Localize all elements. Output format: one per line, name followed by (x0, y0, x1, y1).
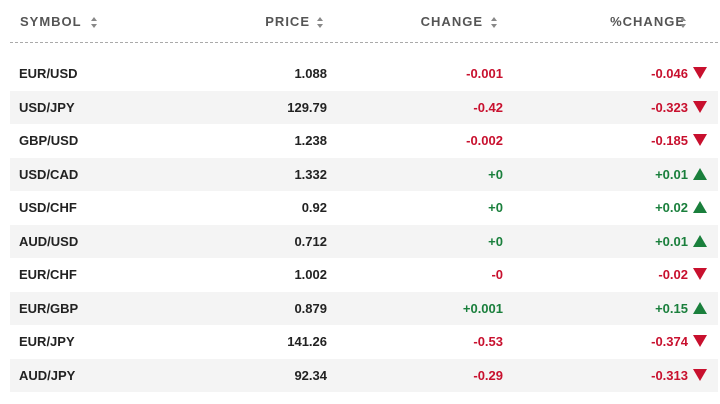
percent-change: -0.046 (651, 66, 688, 81)
row-background[interactable] (10, 358, 718, 392)
change: +0 (488, 200, 503, 215)
row-background[interactable] (10, 124, 718, 157)
symbol: USD/JPY (19, 99, 75, 115)
percent-change: -0.185 (651, 133, 688, 148)
price: 1.002 (294, 267, 327, 282)
row-background[interactable] (10, 57, 718, 90)
price: 1.238 (294, 133, 327, 148)
change: +0.001 (462, 300, 503, 316)
change: +0 (488, 166, 503, 182)
down-arrow (693, 368, 707, 381)
price: 1.332 (294, 166, 327, 182)
row-background[interactable] (10, 191, 718, 224)
percent-change: -0.02 (658, 267, 688, 282)
down-arrow (693, 134, 707, 146)
price: 0.879 (294, 300, 327, 316)
header-divider (10, 42, 718, 43)
symbol: EUR/JPY (19, 334, 75, 349)
change: -0.42 (473, 99, 503, 115)
row-background[interactable] (10, 224, 718, 258)
symbol: EUR/GBP (19, 300, 79, 316)
price: 129.79 (287, 99, 327, 115)
up-arrow (693, 201, 707, 213)
symbol: USD/CHF (19, 200, 77, 215)
symbol: EUR/USD (19, 66, 78, 81)
change: +0 (488, 233, 503, 249)
change: -0 (491, 267, 503, 282)
symbol: AUD/JPY (19, 367, 76, 383)
column-header[interactable]: SYMBOL (20, 14, 82, 29)
change: -0.002 (466, 133, 503, 148)
price: 0.92 (301, 200, 327, 215)
change: -0.29 (473, 367, 503, 383)
symbol: AUD/USD (19, 233, 79, 249)
down-arrow (693, 100, 707, 113)
row-background[interactable] (10, 291, 718, 325)
percent-change: -0.313 (651, 367, 688, 383)
percent-change: +0.15 (655, 300, 688, 316)
sort-icon (491, 17, 497, 28)
percent-change: +0.01 (655, 166, 688, 182)
down-arrow (693, 268, 707, 280)
column-header[interactable]: %CHANGE (610, 14, 685, 29)
up-arrow (693, 167, 707, 180)
symbol: EUR/CHF (19, 267, 77, 282)
price: 0.712 (294, 233, 327, 249)
row-background[interactable] (10, 325, 718, 358)
symbol: GBP/USD (19, 133, 79, 148)
column-header[interactable]: CHANGE (420, 14, 483, 29)
sort-icon (91, 17, 97, 28)
up-arrow (693, 234, 707, 247)
percent-change: -0.374 (651, 334, 688, 349)
percent-change: -0.323 (651, 99, 688, 115)
symbol: USD/CAD (19, 166, 79, 182)
up-arrow (693, 301, 707, 314)
row-background[interactable] (10, 258, 718, 291)
row-background[interactable] (10, 90, 718, 124)
down-arrow (693, 67, 707, 79)
percent-change: +0.01 (655, 233, 688, 249)
column-header[interactable]: PRICE (265, 14, 310, 29)
row-background[interactable] (10, 157, 718, 191)
change: -0.53 (473, 334, 503, 349)
price: 1.088 (294, 66, 327, 81)
price: 92.34 (294, 367, 327, 383)
sort-icon (317, 17, 323, 28)
percent-change: +0.02 (655, 200, 688, 215)
sort-icon (680, 17, 686, 28)
change: -0.001 (466, 66, 503, 81)
price: 141.26 (287, 334, 327, 349)
down-arrow (693, 335, 707, 347)
